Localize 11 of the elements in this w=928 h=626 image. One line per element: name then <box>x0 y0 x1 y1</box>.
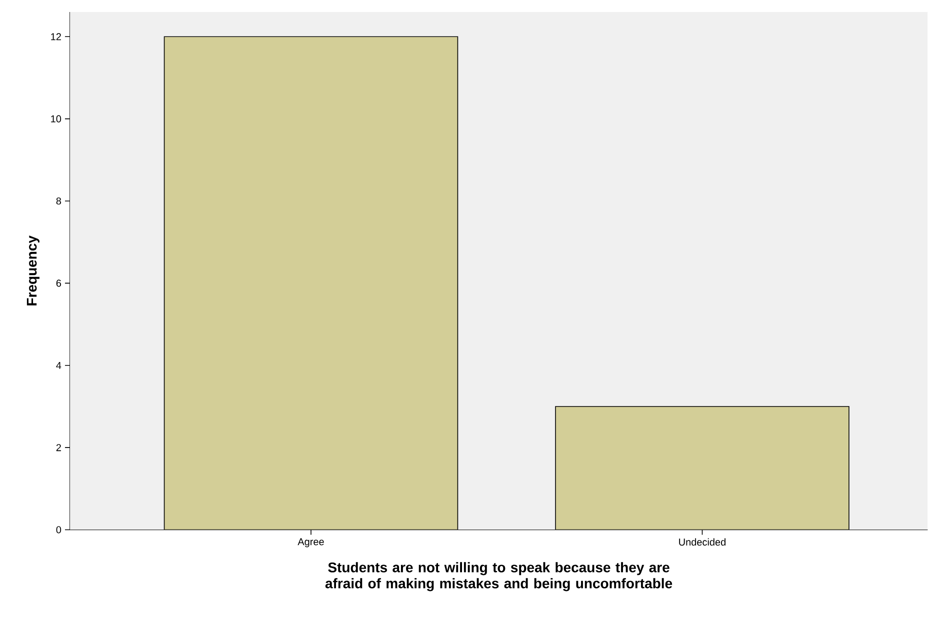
y-tick-label: 2 <box>56 444 61 452</box>
y-tick-label: 6 <box>56 280 62 287</box>
y-tick-label: 0 <box>56 526 62 534</box>
x-tick-label: Agree <box>298 538 324 548</box>
y-tick-label: 12 <box>51 33 61 40</box>
x-tick-label: Undecided <box>679 538 726 546</box>
y-axis-title: Frequency <box>26 236 40 306</box>
y-tick-label: 10 <box>51 115 62 123</box>
x-axis-title: Students are not willing to speak because they are afraid of making mistakes and being uncomfortable <box>325 562 672 592</box>
y-tick-label: 4 <box>56 362 62 369</box>
y-tick-label: 8 <box>56 198 62 205</box>
